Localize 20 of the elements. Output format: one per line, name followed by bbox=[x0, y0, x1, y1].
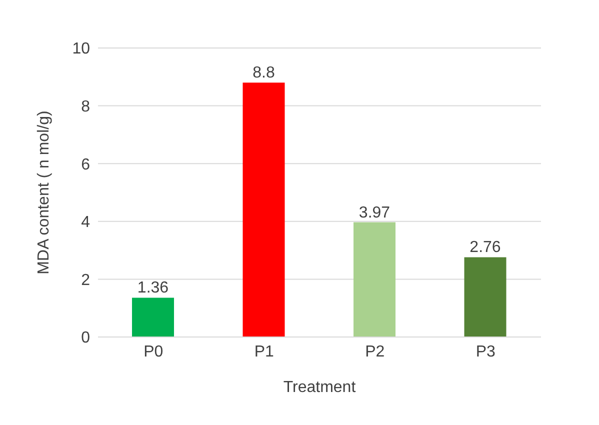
y-tick-label: 2 bbox=[81, 272, 90, 289]
data-label: 1.36 bbox=[137, 280, 169, 297]
data-label: 3.97 bbox=[358, 204, 390, 222]
bar bbox=[464, 257, 506, 337]
data-label: 8.8 bbox=[252, 64, 275, 82]
data-label: 2.76 bbox=[470, 239, 501, 256]
y-tick-label: 10 bbox=[72, 40, 90, 58]
x-tick-label: P3 bbox=[476, 343, 496, 360]
y-tick-label: 8 bbox=[81, 98, 90, 116]
y-tick-label: 4 bbox=[81, 214, 90, 232]
x-axis-title: Treatment bbox=[283, 379, 356, 396]
x-tick-label: P2 bbox=[365, 343, 385, 360]
bar bbox=[132, 298, 174, 337]
y-tick-label: 6 bbox=[81, 156, 90, 174]
y-axis-title: MDA content ( n mol/g) bbox=[36, 110, 53, 274]
bar bbox=[354, 222, 396, 337]
y-tick-label: 0 bbox=[81, 330, 90, 347]
x-tick-label: P0 bbox=[144, 343, 164, 360]
x-tick-label: P1 bbox=[254, 343, 274, 360]
bar bbox=[242, 82, 285, 337]
